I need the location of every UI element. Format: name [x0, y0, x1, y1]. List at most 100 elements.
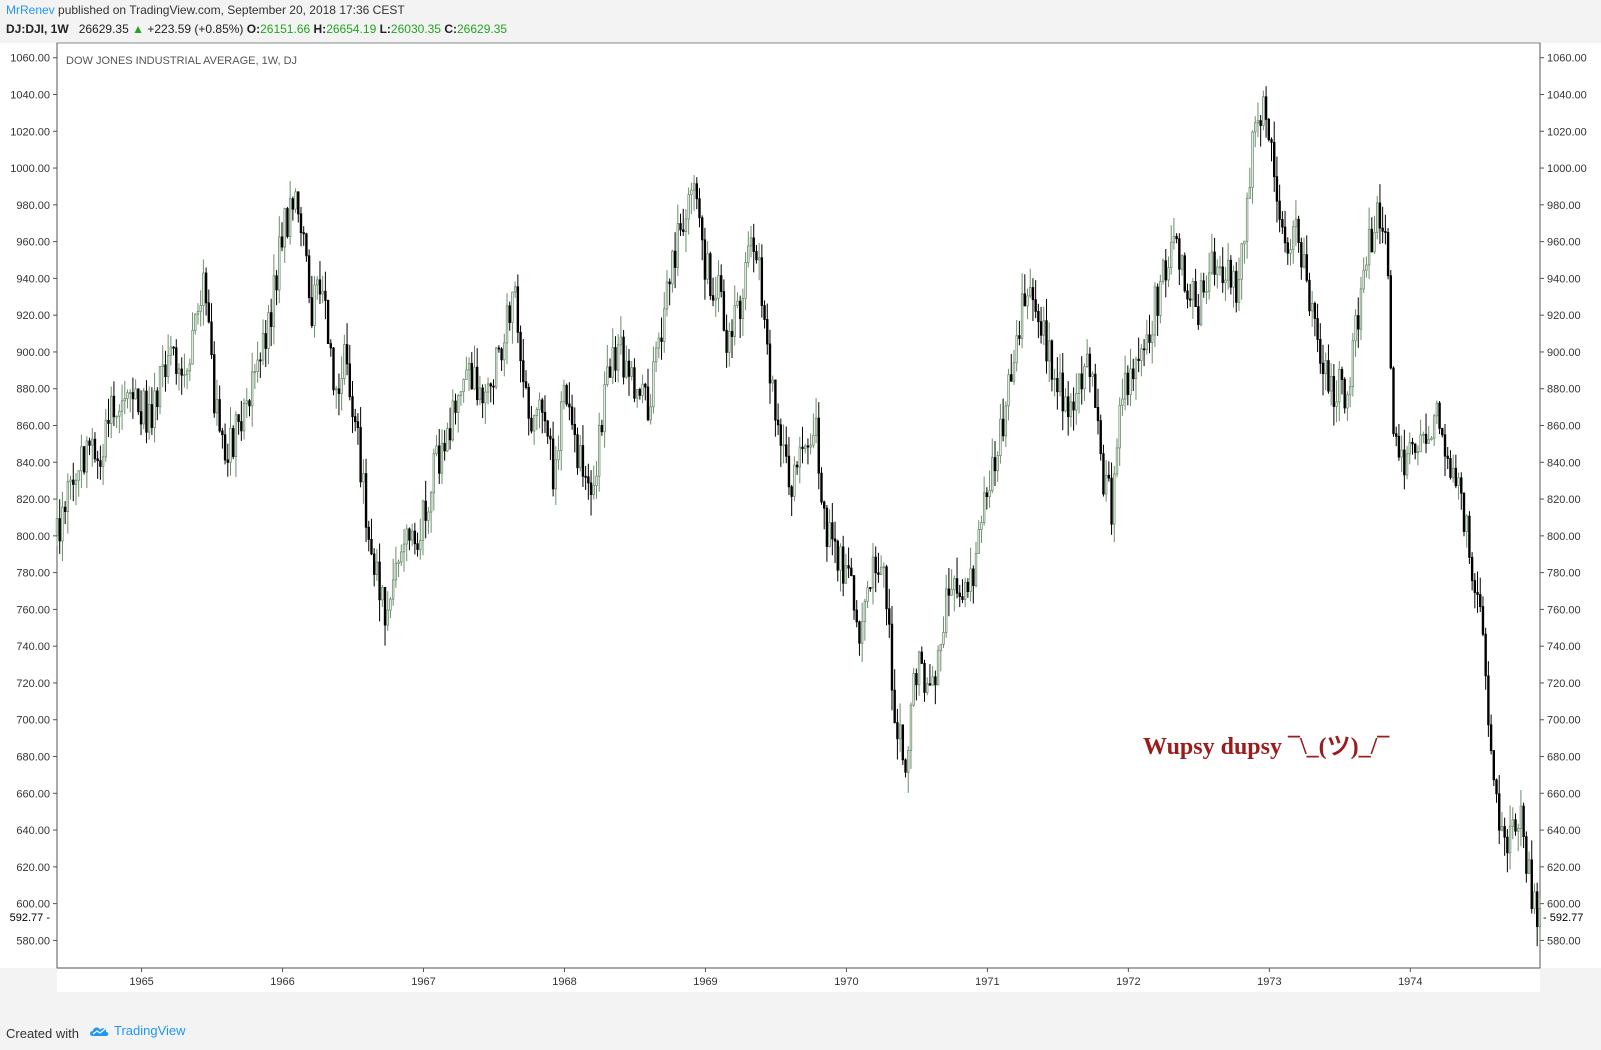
chart-title: DOW JONES INDUSTRIAL AVERAGE, 1W, DJ	[66, 55, 297, 67]
candle-body	[936, 650, 940, 686]
candle-body	[744, 262, 747, 299]
time-axis[interactable]: 1965 1966 1967 1968 1969 1970 1971 1972 1973 1974	[129, 968, 1423, 988]
candle-body	[1506, 836, 1509, 854]
candle-body	[218, 399, 221, 432]
candle-body	[375, 561, 379, 575]
candle-body	[1416, 451, 1420, 454]
candle-body	[898, 724, 902, 740]
y-tick-label-right: 620.00	[1547, 862, 1581, 874]
candle-body	[410, 530, 414, 541]
candle-body	[88, 440, 91, 446]
candle-body	[462, 379, 465, 392]
candle-body	[139, 411, 143, 425]
candle-body	[982, 492, 986, 523]
candle-body	[1451, 467, 1455, 478]
candle-body	[841, 546, 845, 584]
candle-body	[673, 250, 677, 268]
candle-body	[324, 290, 327, 301]
candle-body	[215, 399, 219, 414]
y-tick-label-left: 880.00	[16, 384, 50, 396]
candle-body	[1172, 235, 1176, 243]
candle-body	[679, 223, 682, 231]
candle-body	[570, 406, 574, 425]
candle-body	[207, 302, 211, 323]
candle-body	[579, 445, 582, 469]
candle-body	[1468, 515, 1471, 558]
candle-body	[1270, 139, 1273, 143]
candle-body	[1460, 477, 1463, 494]
y-tick-label-left: 960.00	[16, 237, 50, 249]
candle-body	[1281, 219, 1284, 228]
x-tick-label: 1970	[834, 976, 858, 988]
candle-body	[1413, 443, 1417, 453]
candle-body	[1422, 433, 1425, 436]
candle-body	[145, 390, 148, 433]
last-price-label-right: - 592.77	[1543, 912, 1583, 924]
price-axis-right[interactable]: 580.00 600.00 620.00 640.00 660.00 680.00 700.…	[1540, 53, 1587, 948]
candle-body	[475, 366, 479, 401]
plot-area[interactable]	[56, 42, 1541, 969]
candle-body	[416, 543, 419, 550]
candle-body	[118, 410, 121, 417]
candle-body	[335, 388, 338, 391]
candle-body	[112, 395, 116, 418]
candle-body	[131, 392, 135, 400]
candle-body	[1392, 367, 1395, 435]
candle-body	[245, 400, 248, 405]
candle-body	[307, 255, 311, 299]
tradingview-brand-label[interactable]: TradingView	[114, 1023, 186, 1038]
candle-body	[785, 444, 788, 457]
candle-body	[74, 479, 78, 485]
y-tick-label-left: 900.00	[16, 347, 50, 359]
candle-body	[503, 342, 506, 361]
candle-body	[1080, 373, 1083, 390]
candle-body	[961, 596, 964, 600]
candle-body	[833, 538, 837, 542]
symbol-legend: DJ:DJI, 1W 26629.35 ▲ +223.59 (+0.85%) O…	[6, 22, 507, 40]
candle-body	[852, 575, 856, 611]
candle-body	[947, 588, 951, 596]
y-tick-label-left: 680.00	[16, 752, 50, 764]
candle-body	[1115, 447, 1119, 475]
candle-body	[1107, 474, 1111, 479]
candle-body	[1525, 836, 1528, 874]
candle-body	[343, 344, 346, 379]
candle-body	[1389, 275, 1392, 369]
candle-body	[1376, 202, 1379, 233]
x-tick-label: 1965	[129, 976, 153, 988]
candle-body	[408, 528, 411, 541]
author-link[interactable]: MrRenev	[6, 3, 55, 17]
candle-body	[576, 434, 579, 469]
candle-body	[55, 518, 59, 537]
candle-body	[234, 414, 238, 457]
candle-body	[635, 389, 639, 399]
candle-body	[383, 587, 387, 626]
candle-body	[1134, 358, 1138, 380]
candle-body	[82, 446, 86, 473]
y-tick-label-right: 700.00	[1547, 715, 1581, 727]
candle-body	[996, 455, 999, 472]
candle-body	[134, 388, 137, 400]
candle-body	[1099, 420, 1102, 455]
chart-frame[interactable]: 580.00 600.00 620.00 640.00 660.00 680.00 700.…	[0, 42, 1601, 1017]
y-tick-label-right: 860.00	[1547, 421, 1581, 433]
candlestick-chart[interactable]: 580.00 600.00 620.00 640.00 660.00 680.00 700.…	[0, 42, 1601, 1017]
candle-body	[508, 305, 511, 323]
tradingview-brand-link[interactable]: TradingView	[88, 1023, 186, 1038]
candle-body	[120, 400, 124, 412]
candle-body	[1248, 186, 1252, 199]
candle-body	[511, 291, 514, 323]
candle-body	[1297, 218, 1300, 243]
price-axis-left[interactable]: 580.00 600.00 620.00 640.00 660.00 680.00 700.…	[10, 53, 57, 948]
candle-body	[944, 588, 948, 633]
y-tick-label-left: 940.00	[16, 273, 50, 285]
candle-body	[1359, 288, 1363, 330]
candle-body	[657, 337, 661, 349]
candle-body	[1224, 279, 1227, 284]
candle-body	[519, 331, 522, 362]
candle-body	[72, 479, 75, 485]
candle-body	[793, 464, 796, 497]
candle-body	[1465, 515, 1468, 532]
candle-body	[318, 279, 322, 295]
candle-body	[1045, 320, 1048, 362]
